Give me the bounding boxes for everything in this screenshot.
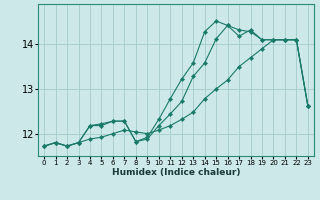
X-axis label: Humidex (Indice chaleur): Humidex (Indice chaleur): [112, 168, 240, 177]
